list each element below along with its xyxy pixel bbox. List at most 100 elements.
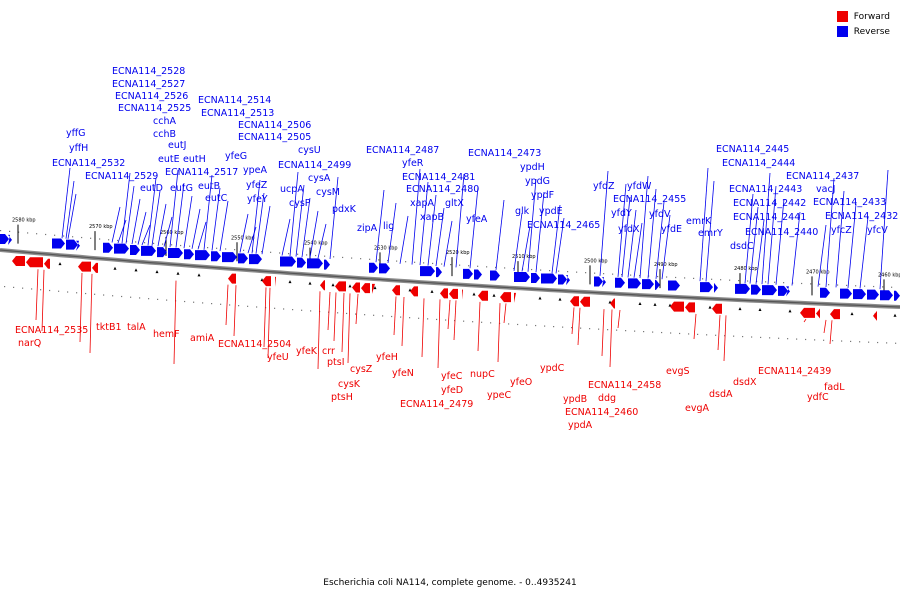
reverse-leader-line: [211, 187, 221, 251]
gene-label-ucpa: ucpA: [280, 184, 304, 195]
lane-dot: [715, 334, 717, 336]
forward-gene-arrow: [514, 292, 516, 303]
reverse-leader-line: [191, 208, 201, 249]
forward-leader-line: [803, 318, 807, 323]
lane-dot: [589, 328, 591, 330]
gene-label-ecna114-2443: ECNA114_2443: [729, 184, 802, 195]
ruler-label: 2530 kbp: [374, 245, 398, 251]
reverse-gene-arrow: [531, 272, 540, 283]
gene-label-yfcz: yfcZ: [831, 225, 852, 236]
gene-label-yfcv: yfcV: [867, 225, 888, 236]
lane-dot: [216, 247, 218, 249]
gene-label-ypdb: ypdB: [563, 394, 587, 405]
reverse-gene-arrow: [778, 285, 788, 296]
gene-label-ecna114-2432: ECNA114_2432: [825, 211, 898, 222]
lane-dot: [841, 340, 843, 342]
lane-dot: [139, 297, 141, 299]
lane-dot: [382, 315, 384, 317]
reverse-leader-line: [621, 196, 631, 278]
lane-dot: [679, 332, 681, 335]
reverse-leader-line: [399, 215, 409, 264]
strand-pointer: [758, 308, 762, 312]
gene-label-dsdc: dsdC: [730, 241, 754, 252]
lane-dot: [346, 312, 348, 315]
lane-dot: [535, 324, 537, 327]
gene-label-yffg: yffG: [66, 128, 86, 139]
gene-label-ecna114-2529: ECNA114_2529: [85, 171, 158, 182]
lane-dot: [243, 249, 245, 251]
reverse-leader-line: [203, 174, 213, 250]
strand-pointer: [472, 292, 476, 296]
reverse-leader-line: [847, 203, 857, 288]
gene-label-ecna114-2528: ECNA114_2528: [112, 66, 185, 77]
lane-dot: [13, 286, 15, 288]
lane-dot: [193, 301, 195, 303]
forward-leader-line: [723, 315, 727, 362]
gene-label-yfeh: yfeH: [376, 352, 398, 363]
ruler-label: 2460 kbp: [878, 272, 900, 278]
strand-pointer: [788, 309, 792, 313]
lane-dot: [751, 336, 753, 338]
reverse-gene-arrow: [751, 284, 761, 295]
gene-label-ecna114-2460: ECNA114_2460: [565, 407, 638, 418]
reverse-leader-line: [859, 216, 869, 289]
lane-dot: [760, 336, 762, 339]
reverse-gene-arrow: [615, 277, 625, 288]
strand-pointer: [708, 305, 712, 309]
reverse-leader-line: [744, 193, 754, 284]
lane-dot: [481, 321, 483, 323]
gene-label-euth: eutH: [183, 154, 206, 165]
lane-dot: [895, 342, 897, 344]
lane-dot: [765, 281, 767, 283]
forward-gene-arrow: [335, 281, 346, 292]
lane-dot: [652, 331, 654, 333]
forward-leader-line: [225, 284, 229, 326]
lane-dot: [112, 295, 114, 297]
reverse-leader-line: [647, 188, 657, 279]
legend: Forward Reverse: [836, 9, 890, 39]
gene-label-ecna114-2433: ECNA114_2433: [813, 197, 886, 208]
forward-gene-arrow: [500, 292, 511, 303]
gene-label-yfen: yfeN: [392, 368, 414, 379]
lane-dot: [670, 332, 672, 334]
reverse-gene-arrow: [130, 244, 140, 255]
gene-label-ecna114-2442: ECNA114_2442: [733, 198, 806, 209]
gene-label-dsdx: dsdX: [733, 377, 757, 388]
lane-dot: [49, 289, 51, 292]
strand-pointer: [197, 273, 201, 277]
lane-dot: [297, 253, 299, 255]
reverse-gene-arrow: [0, 234, 9, 244]
ruler-label: 2470 kbp: [806, 269, 830, 275]
reverse-leader-line: [141, 224, 151, 246]
forward-gene-arrow: [320, 280, 325, 291]
lane-dot: [207, 247, 209, 249]
lane-dot: [396, 260, 398, 262]
forward-leader-line: [267, 287, 271, 359]
lane-dot: [333, 256, 335, 258]
lane-dot: [135, 241, 137, 243]
lane-dot: [409, 317, 411, 319]
strand-pointer: [331, 283, 335, 287]
lane-dot: [364, 314, 366, 316]
lane-dot: [553, 326, 555, 328]
lane-dot: [562, 326, 564, 328]
reverse-leader-line: [767, 185, 777, 285]
forward-gene-arrow: [712, 303, 722, 314]
gene-label-ypdh: ypdH: [520, 162, 545, 173]
gene-label-ecna114-2527: ECNA114_2527: [112, 79, 185, 90]
gene-label-tktb1: tktB1: [96, 322, 122, 333]
reverse-leader-line: [239, 213, 249, 253]
reverse-leader-line: [661, 214, 671, 280]
lane-dot: [877, 341, 879, 344]
gene-label-ecna114-2480: ECNA114_2480: [406, 184, 479, 195]
lane-dot: [558, 270, 560, 272]
lane-dot: [391, 315, 393, 318]
reverse-leader-line: [125, 185, 135, 244]
reverse-gene-arrow: [141, 245, 156, 256]
reverse-leader-line: [281, 218, 291, 256]
strand-pointer: [113, 266, 117, 270]
forward-gene-arrow: [26, 257, 43, 268]
lane-dot: [549, 270, 551, 272]
lane-dot: [445, 319, 447, 321]
